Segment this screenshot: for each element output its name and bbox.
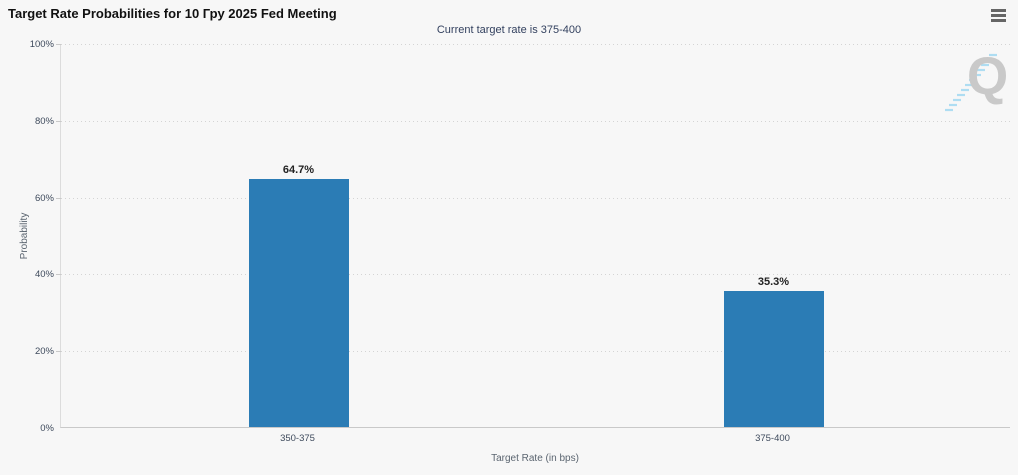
y-tick-label-40: 40%	[34, 269, 54, 281]
bar-375-400[interactable]	[723, 291, 824, 427]
plot-area: Q 64.7% 35.3%	[56, 44, 1010, 428]
gridline-40	[61, 274, 1010, 276]
y-axis-title: Probability	[18, 212, 30, 260]
watermark-stripes-icon	[945, 53, 997, 112]
chart-subtitle: Current target rate is 375-400	[436, 24, 582, 36]
x-tick-label-375-400: 375-400	[755, 433, 790, 444]
y-tick-40	[56, 274, 61, 276]
hamburger-icon	[991, 9, 1007, 22]
gridline-20	[61, 351, 1010, 353]
gridline-100	[61, 44, 1010, 45]
gridline-60	[61, 197, 1010, 199]
y-tick-60	[56, 197, 61, 199]
gridline-80	[61, 120, 1010, 122]
y-tick-20	[56, 351, 61, 353]
y-tick-label-100: 100%	[29, 39, 54, 50]
bar-350-375[interactable]	[248, 179, 349, 427]
y-tick-label-20: 20%	[34, 346, 54, 358]
watermark-q-letter: Q	[967, 47, 1009, 106]
watermark-logo: Q	[943, 46, 1008, 116]
chart-title: Target Rate Probabilities for 10 Гру 202…	[8, 6, 337, 21]
chart-context-menu-button[interactable]	[989, 7, 1009, 25]
bar-value-label-375-400: 35.3%	[757, 276, 790, 288]
y-tick-label-0: 0%	[40, 423, 54, 434]
x-axis-labels: 350-375 375-400	[60, 433, 1010, 447]
y-tick-100	[56, 44, 61, 45]
y-tick-label-60: 60%	[34, 192, 54, 204]
y-tick-80	[56, 120, 61, 122]
x-axis-title: Target Rate (in bps)	[491, 453, 579, 464]
bar-value-label-350-375: 64.7%	[282, 164, 315, 176]
x-tick-label-350-375: 350-375	[280, 433, 315, 444]
y-tick-label-80: 80%	[34, 115, 54, 127]
